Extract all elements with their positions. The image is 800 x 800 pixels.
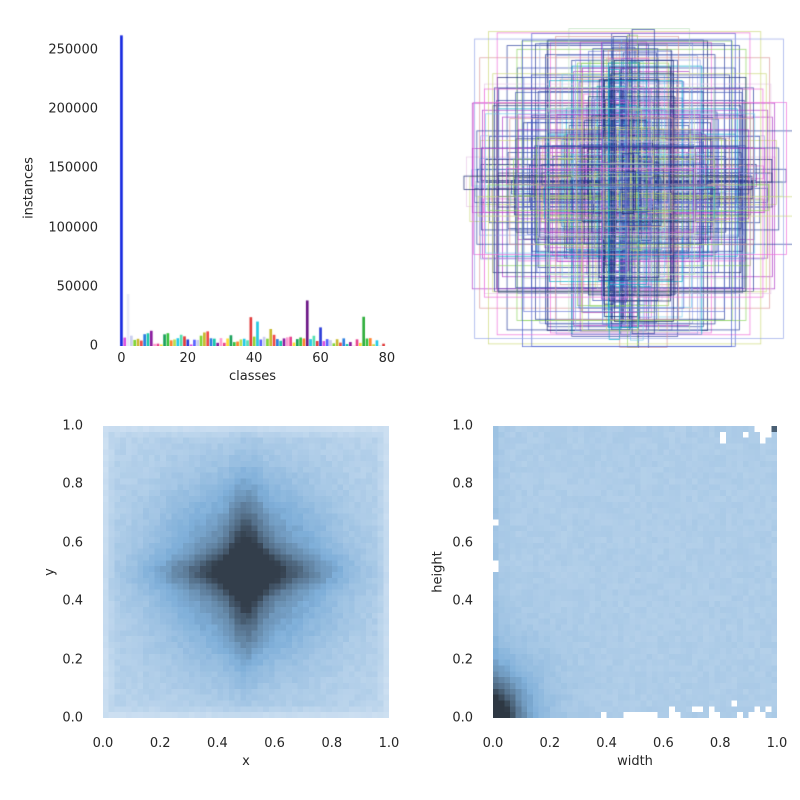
y-tick-label: 0.8: [62, 476, 83, 492]
y-tick-label: 0.6: [62, 535, 83, 551]
x-tick-label: 0: [117, 351, 126, 366]
y-tick-label: 250000: [48, 42, 98, 58]
y-tick-label: 0.6: [452, 535, 473, 551]
y-tick-label: 1.0: [62, 418, 83, 434]
y-tick-label: 0.2: [62, 652, 83, 668]
classes-axis-label: classes: [228, 369, 277, 384]
y-tick-label: 0.4: [62, 593, 83, 609]
y-tick-label: 100000: [48, 220, 98, 236]
class-histogram-canvas: [105, 30, 400, 346]
y-axis-label: y: [42, 568, 58, 576]
x-tick-label: 1.0: [378, 736, 400, 751]
x-tick-label: 1.0: [766, 736, 788, 751]
x-tick-label: 40: [245, 351, 263, 366]
xy-histogram-subplot: y x 0.0 0.2 0.4 0.6 0.8 1.0 0.0 0.2 0.4 0.6 0.8 1.0: [43, 413, 402, 769]
y-tick-label: 200000: [48, 101, 98, 117]
y-tick-label: 150000: [48, 160, 98, 176]
x-tick-label: 0.6: [653, 736, 674, 751]
x-tick-label: 0.8: [709, 736, 731, 751]
y-tick-label: 0.4: [452, 593, 473, 609]
height-axis-label: height: [430, 551, 446, 593]
wh-histogram-subplot: height width 0.0 0.2 0.4 0.6 0.8 1.0 0.0 0.2 0.4…: [431, 413, 790, 769]
x-tick-label: 0.0: [92, 736, 114, 751]
x-tick-label: 0.0: [482, 736, 504, 751]
x-axis-label: x: [242, 754, 250, 769]
x-tick-label: 80: [378, 351, 396, 366]
wh-heatmap-canvas: [493, 426, 777, 718]
x-tick-label: 0.2: [539, 736, 561, 751]
x-tick-label: 0.4: [207, 736, 228, 751]
class-histogram-subplot: instances classes 0 20 40 60 80 0 50000 100000 1…: [22, 30, 400, 383]
y-tick-label: 0.2: [452, 652, 473, 668]
bounding-boxes-canvas: [462, 28, 792, 348]
y-tick-label: 50000: [56, 279, 98, 295]
x-tick-label: 0.2: [149, 736, 171, 751]
xy-heatmap-canvas: [103, 426, 389, 718]
x-tick-label: 20: [179, 351, 197, 366]
width-axis-label: width: [617, 754, 653, 769]
bounding-boxes-subplot: [462, 28, 792, 348]
y-tick-label: 0: [89, 338, 98, 354]
y-tick-label: 1.0: [452, 418, 473, 434]
x-tick-label: 60: [312, 351, 329, 366]
y-tick-label: 0.8: [452, 476, 473, 492]
instances-axis-label: instances: [21, 157, 37, 219]
x-tick-label: 0.8: [321, 736, 343, 751]
y-tick-label: 0.0: [452, 710, 473, 726]
x-tick-label: 0.6: [264, 736, 285, 751]
y-tick-label: 0.0: [62, 710, 83, 726]
x-tick-label: 0.4: [596, 736, 617, 751]
